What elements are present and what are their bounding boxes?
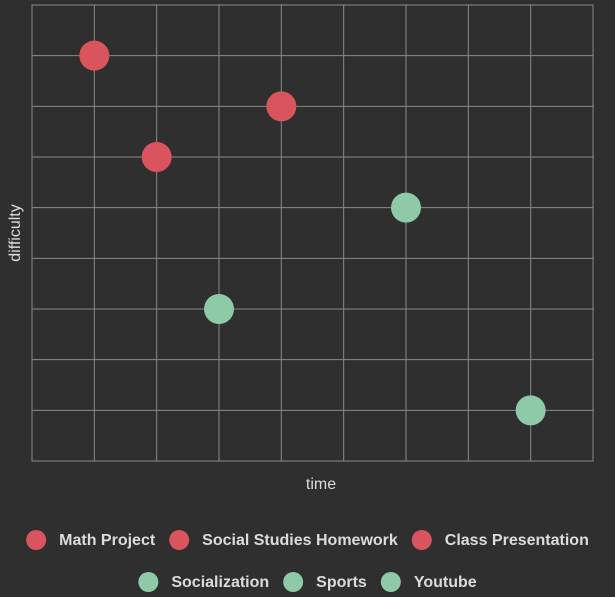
data-point[interactable] [204, 294, 234, 324]
legend-item[interactable]: Class Presentation [411, 530, 589, 550]
legend-marker [138, 572, 159, 592]
legend-marker [411, 530, 432, 550]
legend-marker [169, 530, 190, 550]
legend-item[interactable]: Socialization [138, 572, 269, 592]
data-point[interactable] [266, 91, 297, 122]
legend-label: Class Presentation [445, 532, 589, 549]
legend-label: Math Project [59, 532, 156, 549]
legend-marker [380, 572, 401, 592]
data-point[interactable] [391, 192, 421, 223]
legend-label: Youtube [414, 574, 477, 591]
data-point[interactable] [515, 395, 546, 426]
legend-item[interactable]: Social Studies Homework [169, 530, 398, 550]
grid [32, 5, 593, 461]
data-point[interactable] [141, 142, 172, 172]
legend: Math Project Social Studies Homework Class… [26, 530, 589, 592]
x-axis-label: time [306, 476, 336, 493]
legend-item[interactable]: Math Project [26, 530, 156, 550]
data-point[interactable] [79, 40, 110, 71]
y-axis-label: difficulty [7, 204, 24, 262]
plot-border [31, 4, 594, 462]
legend-label: Socialization [171, 574, 269, 591]
legend-marker [26, 530, 47, 550]
data-points [79, 40, 546, 426]
legend-label: Social Studies Homework [202, 532, 398, 549]
legend-label: Sports [316, 574, 367, 591]
legend-item[interactable]: Youtube [380, 572, 477, 592]
legend-item[interactable]: Sports [283, 572, 367, 592]
legend-marker [283, 572, 304, 592]
